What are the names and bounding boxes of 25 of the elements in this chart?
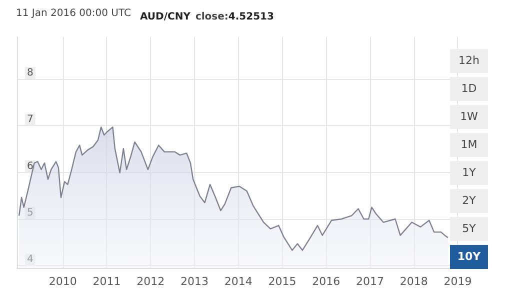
x-tick-label: 2012 [136, 275, 165, 288]
y-tick-label: 6 [27, 160, 34, 172]
chart-title: AUD/CNY close:4.52513 [140, 12, 274, 22]
x-tick-label: 2019 [444, 275, 472, 288]
y-tick-label: 8 [27, 68, 34, 78]
x-tick-label: 2018 [400, 275, 428, 288]
range-button[interactable]: 2Y [450, 189, 488, 213]
x-tick-label: 2016 [312, 275, 340, 288]
range-button[interactable]: 5Y [450, 217, 488, 241]
range-button[interactable]: 10Y [450, 245, 488, 269]
y-tick-label: 7 [27, 114, 34, 126]
text: 11 Jan 2016 00:00 UTC [16, 7, 131, 21]
range-button[interactable]: 1D [450, 77, 488, 101]
range-button[interactable]: 1M [450, 133, 488, 157]
range-button[interactable]: 1W [450, 105, 488, 129]
x-tick-label: 2015 [268, 275, 296, 288]
range-button[interactable]: 1Y [450, 161, 488, 185]
range-button[interactable]: 12h [450, 49, 488, 73]
x-tick-label: 2017 [356, 275, 384, 288]
x-tick-label: 2011 [92, 275, 121, 288]
x-tick-label: 2014 [224, 275, 252, 288]
x-tick-label: 2010 [48, 275, 77, 288]
y-tick-label: 4 [27, 254, 34, 266]
y-tick-label: 5 [27, 208, 34, 218]
x-tick-label: 2013 [180, 275, 209, 288]
